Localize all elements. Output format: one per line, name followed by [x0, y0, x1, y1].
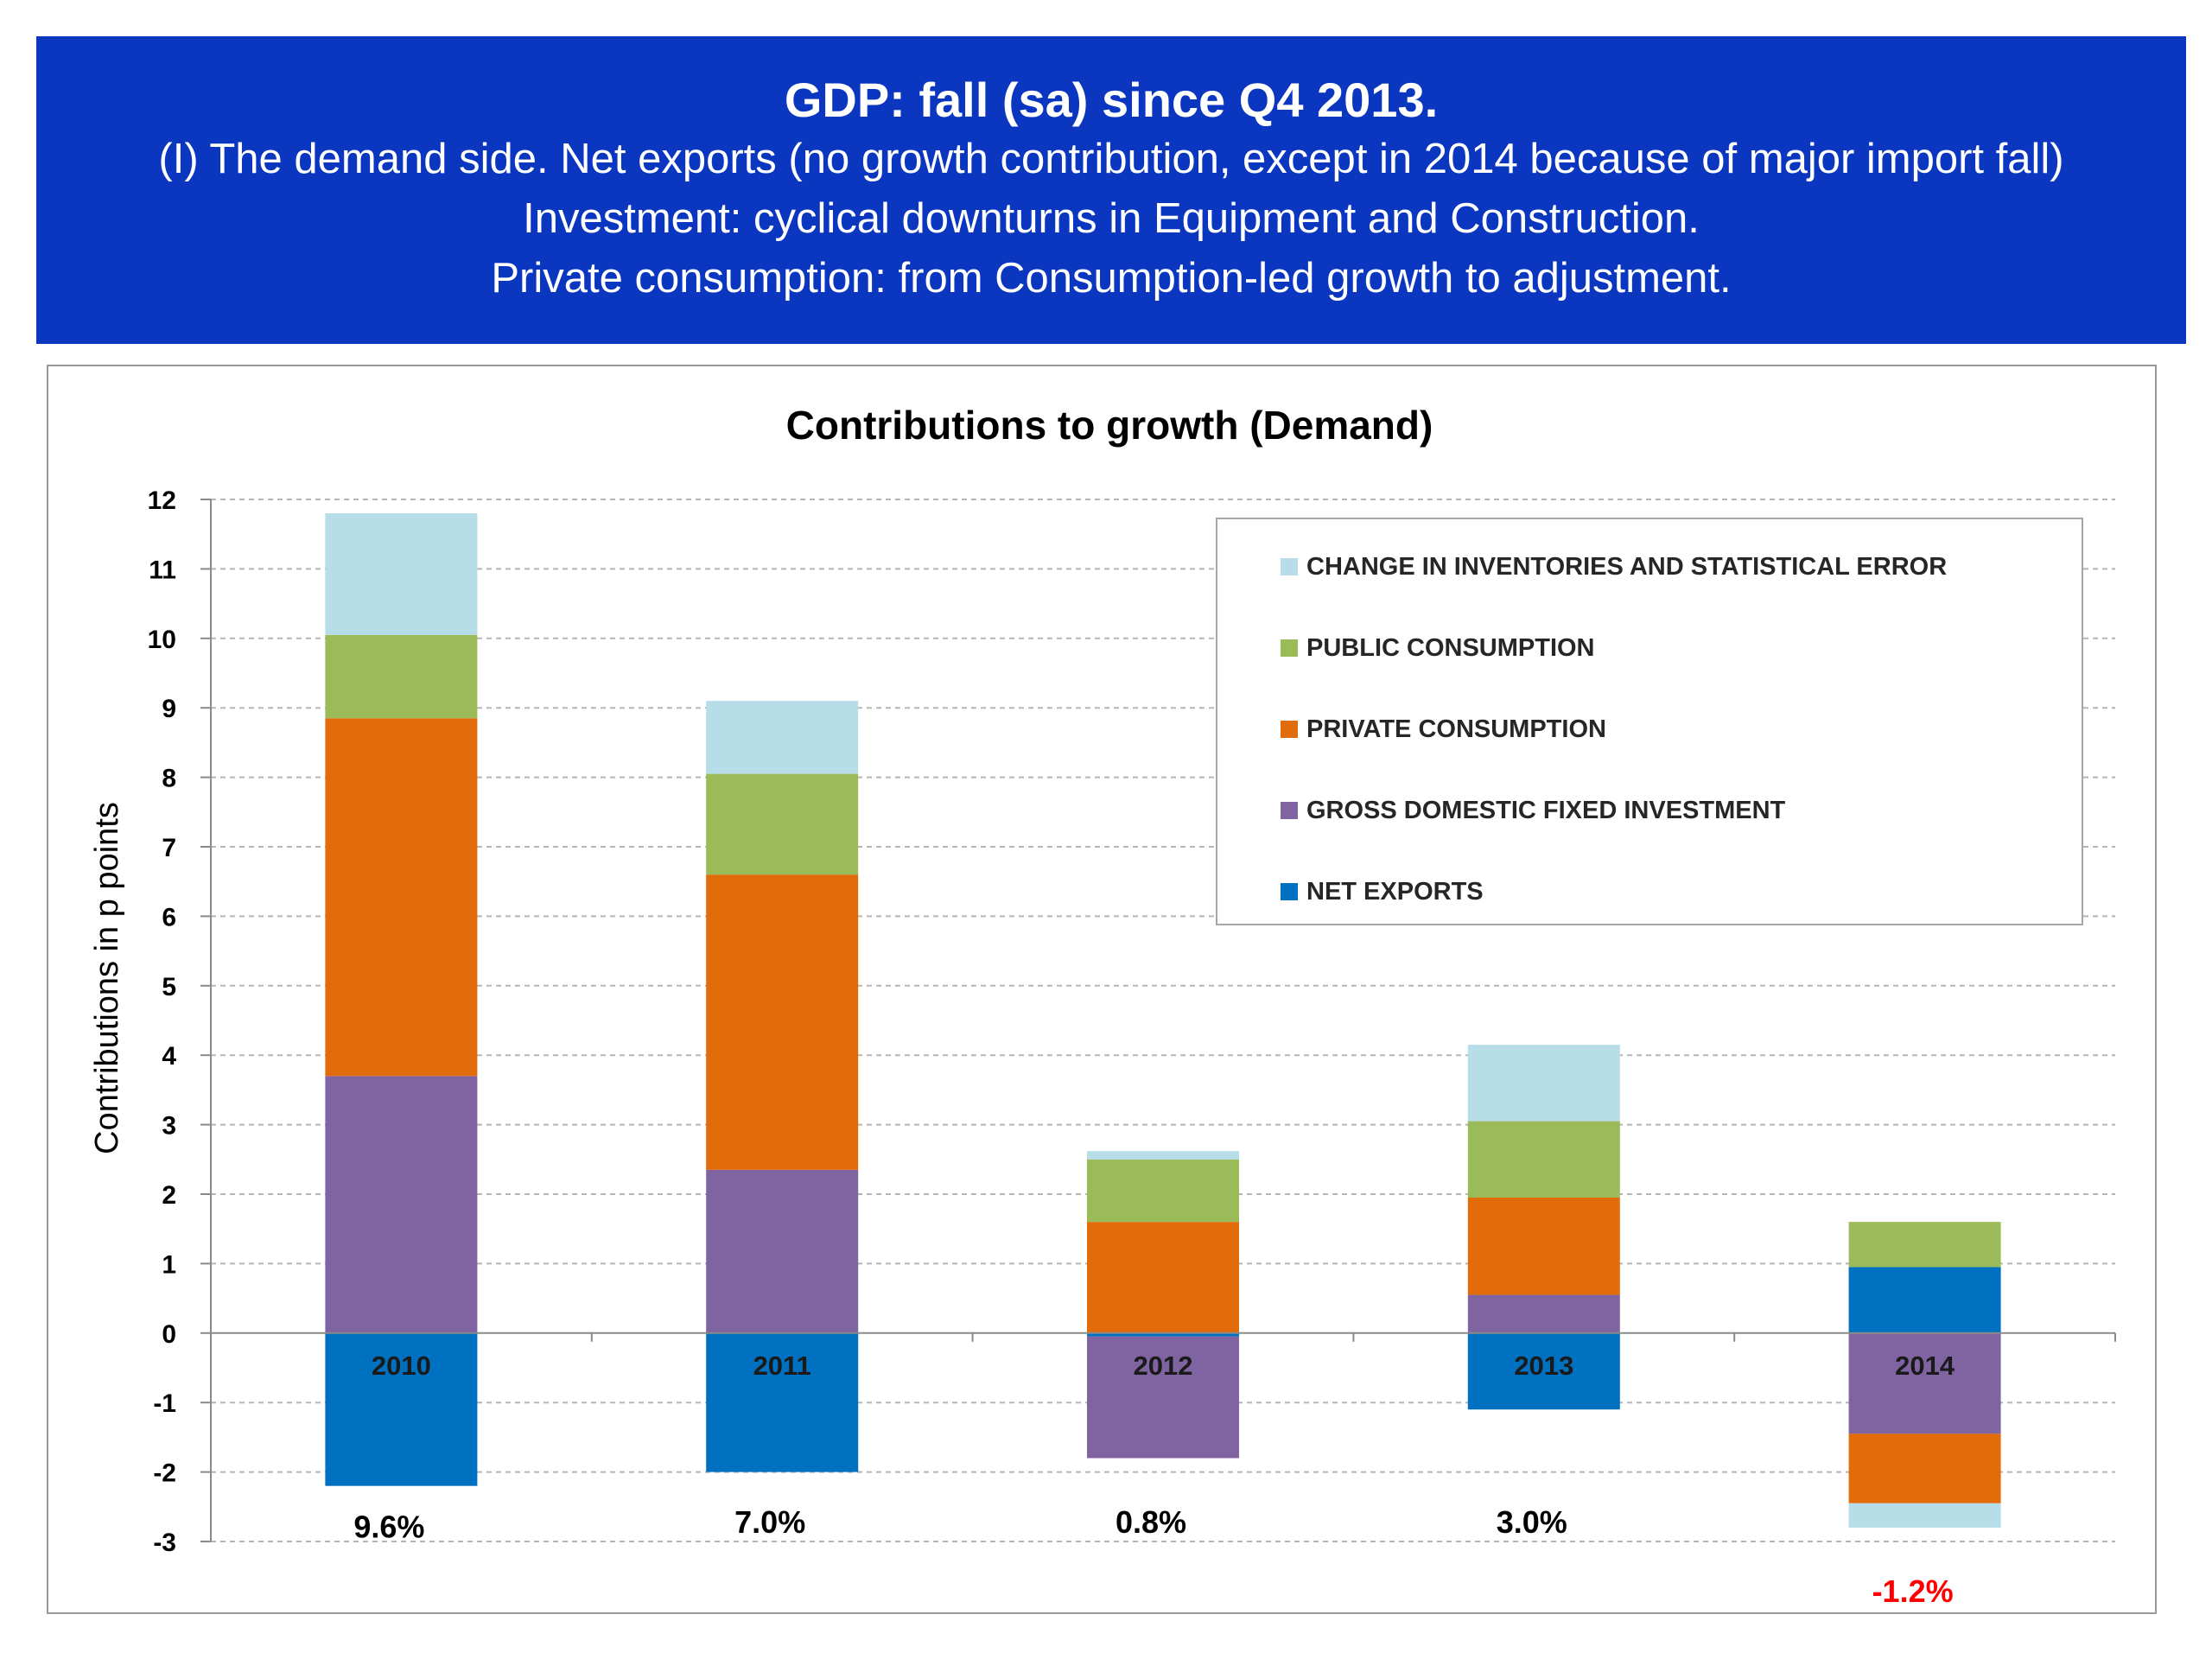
category-label: 2013 [1514, 1351, 1573, 1381]
y-tick-label: 10 [148, 626, 176, 654]
total-label: 9.6% [353, 1510, 424, 1545]
total-label: 0.8% [1116, 1504, 1186, 1540]
bar-segment [706, 1332, 859, 1472]
category-label: 2010 [372, 1351, 431, 1381]
y-tick-label: 6 [162, 903, 176, 931]
legend-swatch [1281, 883, 1298, 900]
legend-label: PUBLIC CONSUMPTION [1306, 634, 1595, 662]
bars [325, 513, 2001, 1528]
legend-box [1216, 518, 2083, 925]
bar-segment [325, 718, 478, 1077]
bar-segment [325, 1076, 478, 1333]
bar-segment [706, 1169, 859, 1333]
chart-title: Contributions to growth (Demand) [786, 403, 1433, 448]
bar-segment [325, 1332, 478, 1486]
bar-segment [1467, 1294, 1620, 1333]
y-tick-label: 9 [162, 695, 176, 723]
bar-segment [1848, 1433, 2001, 1503]
legend-swatch [1281, 802, 1298, 819]
y-tick-label: 0 [162, 1320, 176, 1349]
y-tick-label: 8 [162, 765, 176, 793]
legend-swatch [1281, 558, 1298, 575]
y-tick-label: 5 [162, 973, 176, 1001]
legend-swatch [1281, 639, 1298, 657]
total-labels: 9.6% 7.0% 0.8% 3.0% -1.2% [353, 1504, 1953, 1609]
y-tick-label: -2 [153, 1459, 176, 1488]
y-tick-label: -1 [153, 1389, 176, 1418]
bar-segment [1848, 1267, 2001, 1333]
bar-segment [1467, 1121, 1620, 1198]
y-tick-label: 4 [162, 1042, 176, 1071]
bar-segment [706, 773, 859, 875]
header-line-1: (I) The demand side. Net exports (no gro… [158, 136, 2064, 182]
legend-label: GROSS DOMESTIC FIXED INVESTMENT [1306, 797, 1786, 824]
bar-segment [1467, 1198, 1620, 1295]
bar-segment [1087, 1151, 1239, 1160]
bar-segment [1848, 1222, 2001, 1268]
y-tick-label: 11 [149, 556, 176, 584]
header-line-3: Private consumption: from Consumption-le… [491, 255, 1732, 302]
y-tick-label: 12 [148, 486, 176, 515]
legend-swatch [1281, 721, 1298, 738]
legend: CHANGE IN INVENTORIES AND STATISTICAL ER… [1216, 518, 2083, 925]
bar-segment [1467, 1045, 1620, 1122]
category-labels: 2010 2011 2012 2013 2014 [372, 1351, 1955, 1381]
y-tick-label: 2 [162, 1181, 176, 1210]
axes [210, 499, 2116, 1541]
total-label: 3.0% [1497, 1504, 1567, 1540]
bar-segment [325, 513, 478, 635]
legend-label: CHANGE IN INVENTORIES AND STATISTICAL ER… [1306, 553, 1947, 581]
category-label: 2011 [753, 1351, 811, 1381]
y-tick-label: 1 [162, 1250, 176, 1279]
header-title: GDP: fall (sa) since Q4 2013. [784, 73, 1439, 127]
legend-label: PRIVATE CONSUMPTION [1306, 715, 1606, 743]
bar-segment [1848, 1332, 2001, 1434]
bar-segment [1848, 1503, 2001, 1528]
bar-segment [325, 634, 478, 719]
legend-label: NET EXPORTS [1306, 878, 1484, 906]
bar-segment [1467, 1332, 1620, 1410]
total-label: -1.2% [1872, 1573, 1954, 1609]
bar-segment [706, 701, 859, 774]
bar-segment [1087, 1336, 1239, 1459]
y-tick-label: -3 [153, 1529, 176, 1557]
bar-segment [706, 874, 859, 1170]
y-tick-label: 7 [162, 834, 176, 862]
category-label: 2014 [1895, 1351, 1955, 1381]
category-label: 2012 [1134, 1351, 1193, 1381]
bar-segment [1087, 1332, 1239, 1337]
bar-segment [1087, 1159, 1239, 1223]
header-line-2: Investment: cyclical downturns in Equipm… [523, 195, 1700, 242]
bar-segment [1087, 1222, 1239, 1333]
header-banner: GDP: fall (sa) since Q4 2013. (I) The de… [36, 36, 2186, 344]
y-tick-label: 3 [162, 1112, 176, 1141]
total-label: 7.0% [734, 1504, 805, 1540]
y-axis-label: Contributions in p points [89, 802, 125, 1154]
